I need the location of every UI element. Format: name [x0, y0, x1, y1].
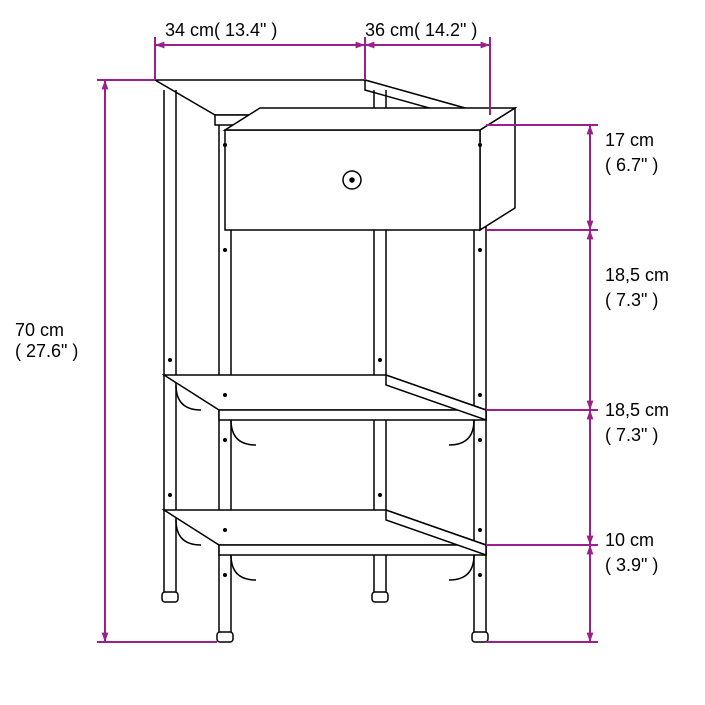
label-width: 34 cm( 13.4" ): [165, 20, 277, 41]
label-gap-lower-cm: 18,5 cm: [605, 400, 669, 421]
label-depth: 36 cm( 14.2" ): [365, 20, 477, 41]
label-drawer-in: ( 6.7" ): [605, 155, 658, 176]
label-gap-lower-in: ( 7.3" ): [605, 425, 658, 446]
label-gap-upper-in: ( 7.3" ): [605, 290, 658, 311]
label-drawer-cm: 17 cm: [605, 130, 654, 151]
label-foot-cm: 10 cm: [605, 530, 654, 551]
label-gap-upper-cm: 18,5 cm: [605, 265, 669, 286]
label-height-cm: 70 cm( 27.6" ): [15, 320, 78, 362]
label-foot-in: ( 3.9" ): [605, 555, 658, 576]
dimension-diagram: [0, 0, 705, 705]
